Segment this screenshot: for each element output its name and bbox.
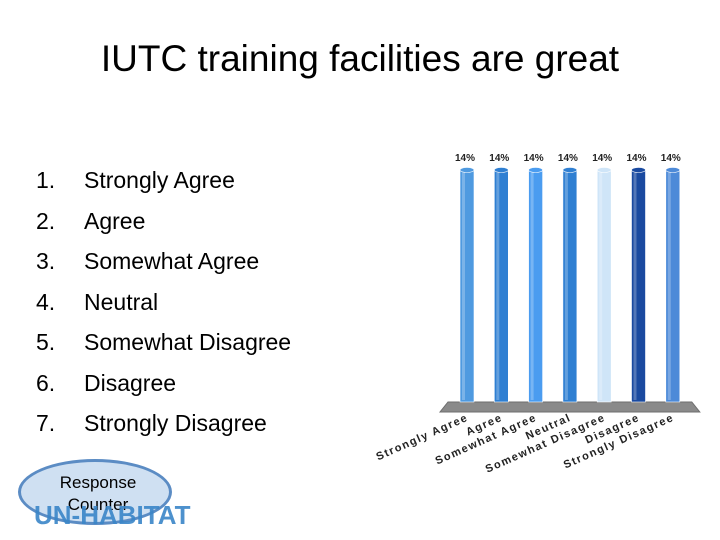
option-label: Strongly Disagree [84,410,267,436]
response-counter-line2: Counter [67,495,129,514]
bar-highlight-1 [462,172,465,400]
value-label-7: 14% [661,153,681,164]
option-number: 4. [36,288,56,315]
option-number: 1. [36,167,56,193]
bar-cap-6 [631,167,646,173]
option-item: 6. Disagree [36,363,356,404]
bar-cap-5 [596,167,612,173]
bar-cap-3 [528,167,543,173]
option-label: Strongly Agree [84,167,235,193]
option-number: 7. [36,410,56,436]
un-habitat-logo: UN-HABITAT [34,500,191,530]
response-counter-badge[interactable] [18,459,172,525]
bar-cap-7 [665,167,681,173]
bar-cap-2 [493,167,509,173]
chart-value-labels: 14% 14% 14% 14% 14% 14% 14% [455,153,681,164]
option-number: 5. [36,329,56,355]
option-number: 2. [36,207,56,234]
bar-highlight-5 [599,172,603,400]
option-label: Somewhat Agree [84,248,260,274]
option-label: Somewhat Disagree [84,329,292,355]
response-counter-text: Response Counter [18,472,178,516]
option-number: 6. [36,369,56,396]
value-label-6: 14% [626,153,646,164]
value-label-2: 14% [489,153,509,164]
option-item: 3. Somewhat Agree [36,241,356,282]
value-label-3: 14% [524,153,544,164]
option-item: 5. Somewhat Disagree [36,322,356,363]
answer-options-list: 1. Strongly Agree 2. Agree 3. Somewhat Agre… [36,160,356,444]
bar-cap-1 [459,167,475,173]
option-label: Agree [84,207,146,234]
bar-highlight-7 [667,172,671,400]
bar-highlight-6 [633,172,637,400]
chart-floor-shape [438,401,701,413]
value-label-5: 14% [592,153,612,164]
chart-floor [438,401,701,413]
option-item: 2. Agree [36,201,356,242]
bar-cap-4 [562,167,578,173]
option-label: Disagree [84,369,177,396]
bar-highlight-4 [564,172,568,400]
bar-highlight-2 [496,172,500,400]
bar-highlight-3 [530,172,534,400]
value-label-4: 14% [558,153,578,164]
value-label-1: 14% [455,153,475,164]
option-item: 1. Strongly Agree [36,160,356,201]
option-item: 4. Neutral [36,282,356,323]
option-number: 3. [36,248,56,274]
option-label: Neutral [84,288,159,315]
chart-bars [459,167,681,403]
response-counter-line1: Response [59,473,137,492]
option-item: 7. Strongly Disagree [36,403,356,444]
slide-title: IUTC training facilities are great [100,38,620,79]
